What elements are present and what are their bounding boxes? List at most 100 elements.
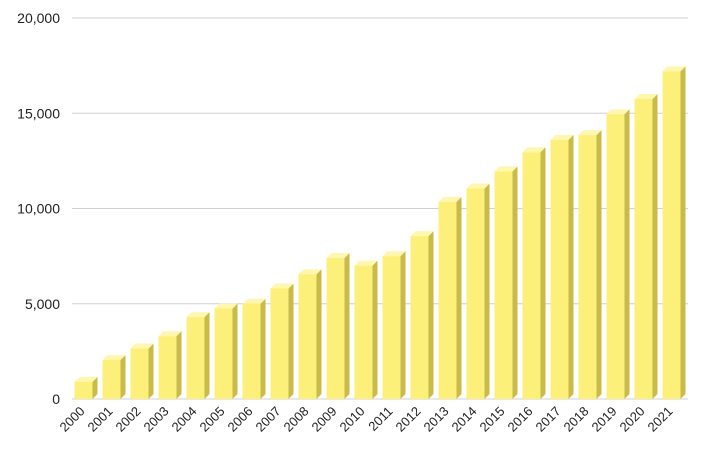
bar-front [494,171,513,399]
x-tick-label: 2020 [617,404,648,435]
y-axis: 0 5,000 10,000 15,000 20,000 [17,10,60,407]
bar-front [130,348,149,399]
x-tick-label: 2005 [197,404,228,435]
x-tick-label: 2001 [85,404,116,435]
bar-top [466,183,490,189]
y-tick-label: 20,000 [17,10,60,26]
bar-front [158,336,177,399]
bar-front [186,317,205,399]
bar [186,312,210,399]
bar-side [624,109,630,399]
bar-front [270,288,289,399]
x-tick-label: 2015 [477,404,508,435]
bar-top [242,298,266,304]
bar [270,283,294,399]
bar-top [186,312,210,318]
bar-top [634,93,658,99]
x-tick-label: 2002 [113,404,144,435]
bar-top [326,253,350,259]
bar-front [298,274,317,399]
x-tick-label: 2006 [225,404,256,435]
bar [410,231,434,399]
bar-front [466,188,485,399]
bar-top [354,260,378,266]
x-tick-label: 2004 [169,404,200,435]
x-axis: 2000200120022003200420052006200720082009… [57,404,676,435]
x-tick-label: 2000 [57,404,88,435]
bar-side [288,283,294,399]
bar-top [550,134,574,140]
bar-front [522,152,541,399]
y-tick-label: 0 [52,391,60,407]
bar-front [438,201,457,399]
bar-top [494,166,518,172]
bar-front [634,98,653,400]
bar [214,303,238,399]
bar-top [214,303,238,309]
bar-top [298,269,322,275]
bar [242,298,266,399]
x-tick-label: 2009 [309,404,340,435]
bar [634,93,658,400]
bar-side [568,134,574,400]
bar-side [344,253,350,399]
bar [326,253,350,399]
bar-side [400,251,406,399]
y-tick-label: 10,000 [17,201,60,217]
bar [578,130,602,399]
bar [550,134,574,400]
x-tick-label: 2017 [533,404,564,435]
bar-side [232,303,238,399]
x-tick-label: 2008 [281,404,312,435]
x-tick-label: 2011 [365,404,395,434]
bar-top [410,231,434,237]
bar-front [606,114,625,399]
bar [438,196,462,399]
x-tick-label: 2018 [561,404,592,435]
bar-top [130,343,154,349]
x-tick-label: 2019 [589,404,620,435]
bar-side [204,312,210,399]
bar [606,109,630,399]
bar-side [260,298,266,399]
y-tick-label: 15,000 [17,105,60,121]
bar-side [484,183,490,399]
x-tick-label: 2012 [393,404,424,435]
bar-top [606,109,630,115]
bar [522,147,546,399]
bars [74,66,686,400]
bar [130,343,154,399]
bar-front [578,135,597,399]
bar [74,376,98,399]
bar-top [158,331,182,337]
bar [494,166,518,399]
bar-side [456,196,462,399]
bar [382,251,406,399]
bar-side [652,93,658,400]
bar-front [74,381,93,399]
bar-top [74,376,98,382]
bar-side [512,166,518,399]
bar-side [176,331,182,399]
bar [158,331,182,399]
bar-top [102,354,126,360]
bar-front [102,359,121,399]
bar-top [438,196,462,202]
x-tick-label: 2016 [505,404,536,435]
bar-side [148,343,154,399]
bar-front [410,236,429,399]
bar [662,66,686,399]
bar-side [372,260,378,399]
bar [102,354,126,399]
bar-front [214,308,233,399]
bar-top [662,66,686,72]
bar-front [662,71,681,399]
bar-top [270,283,294,289]
bar-side [316,269,322,399]
x-tick-label: 2013 [421,404,452,435]
bar-top [382,251,406,257]
bar-side [120,354,126,399]
x-tick-label: 2014 [449,404,480,435]
bar-side [596,130,602,399]
